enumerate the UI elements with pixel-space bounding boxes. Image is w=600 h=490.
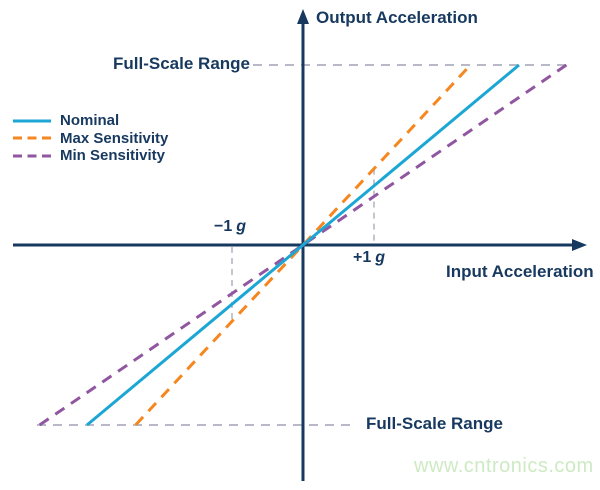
plus-one-g-label: +1 g — [353, 249, 385, 267]
y-axis-arrowhead — [297, 9, 309, 24]
minus-one-g-label: −1 g — [214, 218, 246, 236]
legend-swatch-nominal-line — [13, 119, 51, 123]
plus-one-g-value: +1 — [353, 249, 372, 266]
legend-swatch-min-sensitivity-line — [13, 154, 51, 158]
minus-one-g-value: −1 — [214, 218, 233, 235]
legend: Nominal Max Sensitivity Min Sensitivity — [13, 112, 168, 165]
full-scale-range-label-bottom: Full-Scale Range — [366, 414, 503, 433]
series-line-max-sensitivity — [134, 63, 472, 427]
x-axis-arrowhead — [572, 239, 587, 251]
y-axis-label: Output Acceleration — [316, 8, 478, 27]
minus-one-g-unit: g — [236, 218, 247, 235]
legend-item-nominal: Nominal — [13, 112, 168, 130]
legend-label-min-sensitivity: Min Sensitivity — [60, 147, 166, 165]
full-scale-range-label-top: Full-Scale Range — [113, 54, 250, 73]
legend-item-max-sensitivity: Max Sensitivity — [13, 130, 168, 148]
x-axis-label: Input Acceleration — [446, 262, 594, 281]
series-line-nominal — [86, 63, 520, 427]
watermark: www.cntronics.com — [414, 455, 594, 477]
legend-label-nominal: Nominal — [60, 112, 120, 130]
legend-item-min-sensitivity: Min Sensitivity — [13, 147, 168, 165]
plus-one-g-unit: g — [375, 249, 386, 266]
legend-swatch-max-sensitivity-line — [13, 136, 51, 140]
legend-label-max-sensitivity: Max Sensitivity — [60, 129, 169, 147]
